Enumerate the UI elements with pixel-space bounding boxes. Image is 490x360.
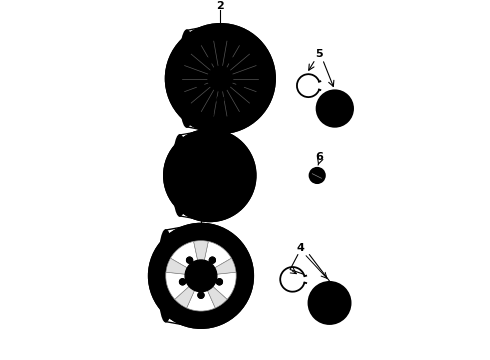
Circle shape — [229, 58, 236, 65]
Wedge shape — [187, 288, 215, 311]
Wedge shape — [194, 240, 208, 263]
Text: 3: 3 — [206, 109, 214, 119]
Ellipse shape — [177, 140, 183, 211]
Circle shape — [179, 279, 186, 285]
Ellipse shape — [183, 36, 191, 121]
Circle shape — [192, 193, 197, 199]
Ellipse shape — [158, 230, 173, 321]
Circle shape — [308, 282, 351, 324]
Circle shape — [222, 193, 227, 199]
Circle shape — [166, 24, 275, 133]
Text: 1: 1 — [197, 202, 205, 212]
Circle shape — [182, 40, 259, 117]
Circle shape — [217, 96, 224, 103]
Wedge shape — [166, 272, 191, 300]
Circle shape — [185, 260, 217, 292]
Circle shape — [198, 292, 204, 298]
Circle shape — [310, 168, 325, 183]
Circle shape — [317, 90, 353, 127]
Circle shape — [207, 147, 213, 153]
Circle shape — [202, 168, 218, 183]
Circle shape — [183, 165, 189, 170]
Circle shape — [237, 82, 244, 89]
Wedge shape — [175, 285, 196, 308]
Wedge shape — [171, 242, 198, 269]
Circle shape — [208, 66, 233, 91]
Circle shape — [164, 130, 256, 221]
Wedge shape — [204, 242, 231, 269]
Text: 5: 5 — [315, 49, 323, 59]
Circle shape — [214, 72, 227, 85]
Text: 6: 6 — [315, 152, 323, 162]
Ellipse shape — [180, 32, 194, 125]
Text: 2: 2 — [217, 1, 224, 12]
Circle shape — [216, 279, 222, 285]
Ellipse shape — [179, 30, 195, 127]
Text: 4: 4 — [297, 243, 305, 253]
Circle shape — [186, 257, 193, 263]
Ellipse shape — [174, 137, 186, 214]
Circle shape — [149, 224, 253, 328]
Wedge shape — [206, 285, 227, 308]
Circle shape — [195, 161, 224, 190]
Circle shape — [204, 58, 212, 65]
Circle shape — [182, 147, 238, 204]
Wedge shape — [213, 258, 236, 274]
Wedge shape — [211, 272, 236, 300]
Circle shape — [191, 266, 211, 286]
Ellipse shape — [163, 236, 169, 316]
Circle shape — [196, 82, 204, 89]
Circle shape — [231, 165, 237, 170]
Ellipse shape — [173, 135, 187, 216]
Circle shape — [209, 257, 216, 263]
Text: ACURA: ACURA — [316, 300, 343, 306]
Ellipse shape — [160, 232, 172, 320]
Text: ACURA: ACURA — [323, 106, 347, 111]
Wedge shape — [166, 258, 189, 274]
